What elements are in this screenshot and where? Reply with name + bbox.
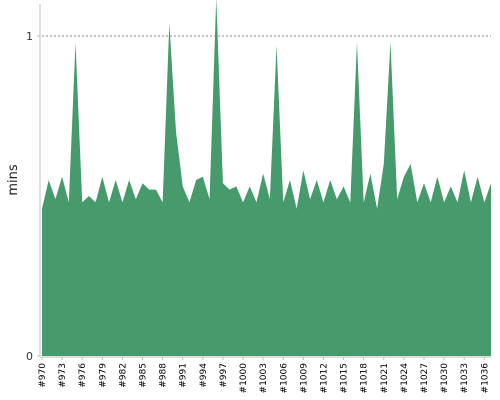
x-tick-label: #988 <box>159 363 169 388</box>
x-tick-label: #997 <box>219 363 229 388</box>
x-tick-label: #1000 <box>239 363 249 394</box>
plot-area: 0 1 #970 #973 #976 #979 #982 #985 #988 #991 #994 #9… <box>26 0 491 393</box>
x-tick-label: #1018 <box>360 363 370 394</box>
x-tick-label: #1027 <box>420 363 430 393</box>
x-tick-label: #1003 <box>259 363 269 393</box>
area-series <box>42 0 491 356</box>
y-axis-label: mins <box>6 164 21 196</box>
x-tick-label: #1006 <box>279 363 289 394</box>
x-tick-label: #1033 <box>460 363 470 393</box>
x-tick-label: #979 <box>98 363 108 388</box>
x-tick-label: #1024 <box>400 363 410 394</box>
x-tick-label: #1012 <box>319 363 329 393</box>
y-tick-label: 0 <box>26 350 33 363</box>
x-tick-label: #1021 <box>380 363 390 393</box>
x-tick-label: #1030 <box>440 363 450 394</box>
x-tick-label: #976 <box>78 363 88 388</box>
x-tick-label: #1009 <box>299 363 309 394</box>
y-tick-label: 1 <box>26 30 33 43</box>
x-tick-label: #985 <box>139 363 149 388</box>
x-tick-label: #973 <box>58 363 68 388</box>
x-tick-label: #982 <box>118 363 128 388</box>
x-tick-label: #970 <box>38 363 48 388</box>
x-tick-label: #1036 <box>480 363 490 394</box>
x-tick-label: #994 <box>199 363 209 388</box>
x-tick-label: #1015 <box>340 363 350 393</box>
x-tick-label: #991 <box>179 363 189 388</box>
